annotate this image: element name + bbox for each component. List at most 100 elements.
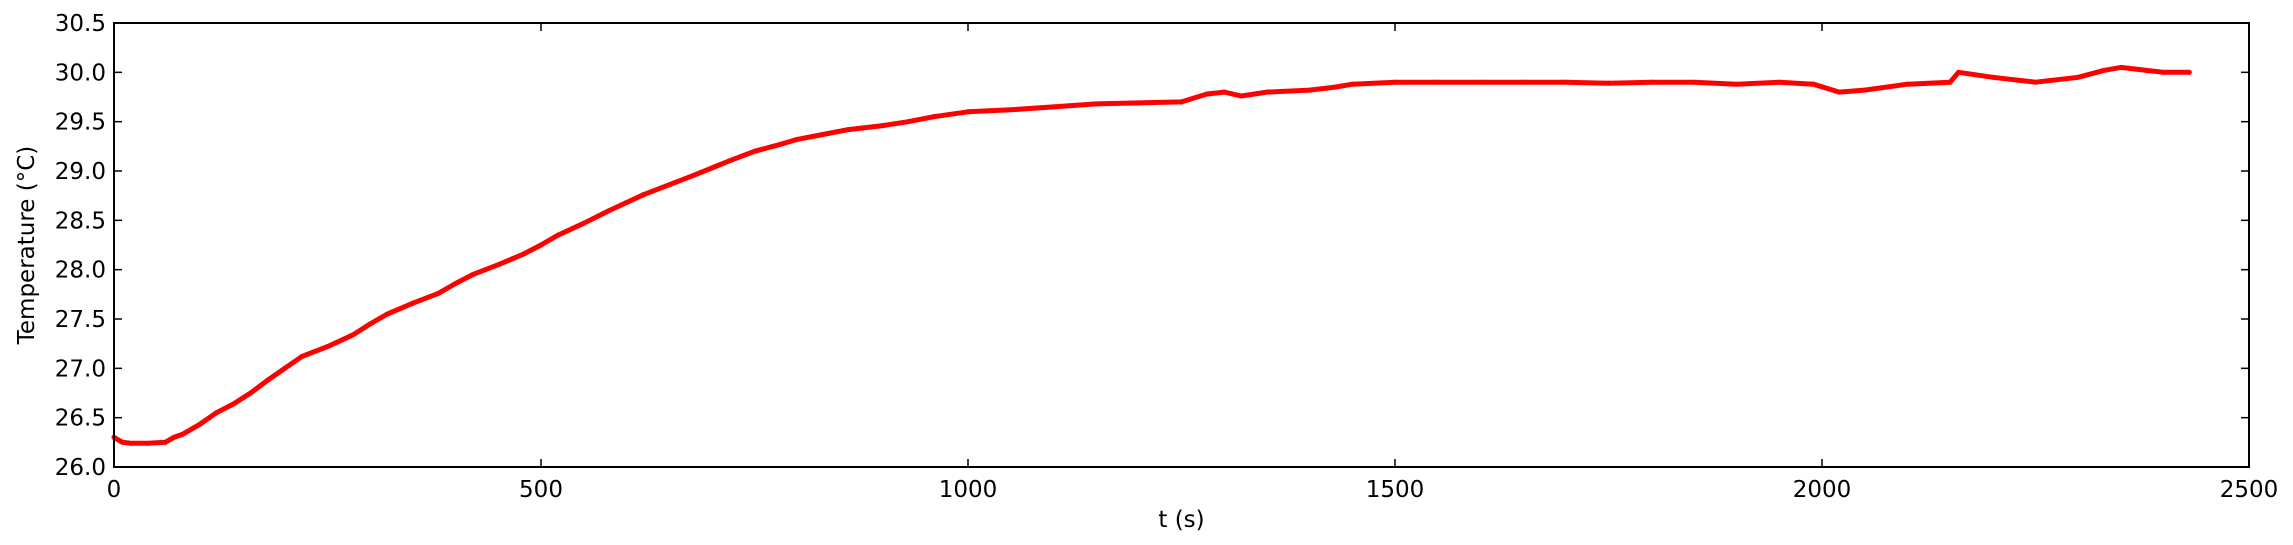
x-axis-label: t (s) xyxy=(1158,507,1204,533)
data-point xyxy=(436,290,442,296)
data-point xyxy=(1204,91,1210,97)
data-point xyxy=(1332,84,1338,90)
data-point xyxy=(1136,100,1142,106)
data-point xyxy=(581,220,587,226)
data-point xyxy=(709,165,715,171)
data-point xyxy=(410,300,416,306)
data-point xyxy=(1691,79,1697,85)
data-point xyxy=(1221,89,1227,95)
data-point xyxy=(495,262,501,268)
data-point xyxy=(299,353,305,359)
data-point xyxy=(521,251,527,257)
data-point xyxy=(666,182,672,188)
data-point xyxy=(367,321,373,327)
data-point xyxy=(145,440,151,446)
data-point xyxy=(1179,99,1184,105)
x-tick-label: 1500 xyxy=(1366,477,1425,503)
data-point xyxy=(1862,87,1868,93)
data-point xyxy=(1956,69,1962,75)
x-tick-label: 1000 xyxy=(939,477,998,503)
plot-frame xyxy=(113,22,2250,468)
data-point xyxy=(1264,89,1270,95)
data-point xyxy=(692,172,698,178)
data-point xyxy=(248,390,254,396)
data-point xyxy=(453,280,459,286)
data-point xyxy=(820,131,826,137)
y-tick-label: 26.0 xyxy=(55,455,106,481)
data-point xyxy=(1392,79,1398,85)
data-point xyxy=(1093,101,1099,107)
x-tick-label: 2500 xyxy=(2220,477,2279,503)
data-point xyxy=(162,439,168,445)
y-tick-label: 27.5 xyxy=(55,307,106,333)
data-point xyxy=(325,344,330,350)
data-point xyxy=(777,141,783,147)
data-point xyxy=(282,365,288,371)
tick-layer: 0 500 1000 1500 2000 2500 26.0 26.5 27.0 27.5 28.0… xyxy=(55,11,2278,503)
data-point xyxy=(1307,87,1313,93)
data-point xyxy=(606,207,612,213)
data-point xyxy=(1008,107,1014,113)
data-point xyxy=(1776,79,1782,85)
data-point xyxy=(1810,81,1816,87)
y-tick-label: 28.0 xyxy=(55,258,106,284)
data-point xyxy=(1904,81,1910,87)
data-point xyxy=(623,200,629,206)
data-point xyxy=(2118,64,2124,70)
data-point xyxy=(2186,69,2192,75)
data-point xyxy=(179,431,185,437)
data-point xyxy=(1606,80,1611,86)
data-point xyxy=(231,401,237,407)
data-point xyxy=(265,377,271,383)
data-point xyxy=(1563,79,1569,85)
data-point xyxy=(931,114,937,120)
data-point xyxy=(2161,69,2167,75)
y-tick-label: 30.5 xyxy=(55,11,106,37)
data-point xyxy=(845,127,851,133)
data-point xyxy=(171,434,177,440)
x-tick-label: 500 xyxy=(519,477,563,503)
y-tick-label: 26.5 xyxy=(55,406,106,432)
data-point xyxy=(1349,81,1355,87)
data-point xyxy=(1477,79,1483,85)
data-point xyxy=(2101,67,2107,73)
data-point xyxy=(1734,81,1740,87)
data-point xyxy=(1648,79,1654,85)
data-point xyxy=(752,148,757,154)
data-point xyxy=(2033,79,2038,85)
x-tick-label: 0 xyxy=(107,477,122,503)
data-point xyxy=(905,119,911,125)
data-point xyxy=(1947,79,1953,85)
data-point xyxy=(2144,67,2150,73)
data-point xyxy=(640,192,646,198)
data-point xyxy=(1990,74,1996,80)
data-point xyxy=(538,242,544,248)
data-point xyxy=(350,332,356,338)
y-tick-label: 28.5 xyxy=(55,208,106,234)
y-axis-label: Temperature (°C) xyxy=(14,146,40,346)
data-point xyxy=(196,422,202,428)
data-point xyxy=(1238,93,1244,99)
data-point xyxy=(1520,79,1526,85)
data-point xyxy=(965,109,971,115)
data-point xyxy=(120,439,126,445)
x-tick-label: 2000 xyxy=(1793,477,1852,503)
data-point xyxy=(2075,74,2081,80)
data-point xyxy=(1836,89,1842,95)
y-tick-label: 27.0 xyxy=(55,356,106,382)
data-point xyxy=(880,123,886,129)
plot-layer xyxy=(111,64,2192,446)
data-point xyxy=(794,136,800,142)
y-tick-label: 29.0 xyxy=(55,159,106,185)
data-point xyxy=(1435,79,1441,85)
data-point xyxy=(128,440,134,446)
data-point xyxy=(1050,104,1056,110)
data-point xyxy=(555,232,561,238)
data-point xyxy=(470,272,476,278)
data-point xyxy=(213,410,219,416)
series-line-0 xyxy=(111,64,2192,446)
data-point xyxy=(726,158,732,164)
y-tick-label: 30.0 xyxy=(55,60,106,86)
